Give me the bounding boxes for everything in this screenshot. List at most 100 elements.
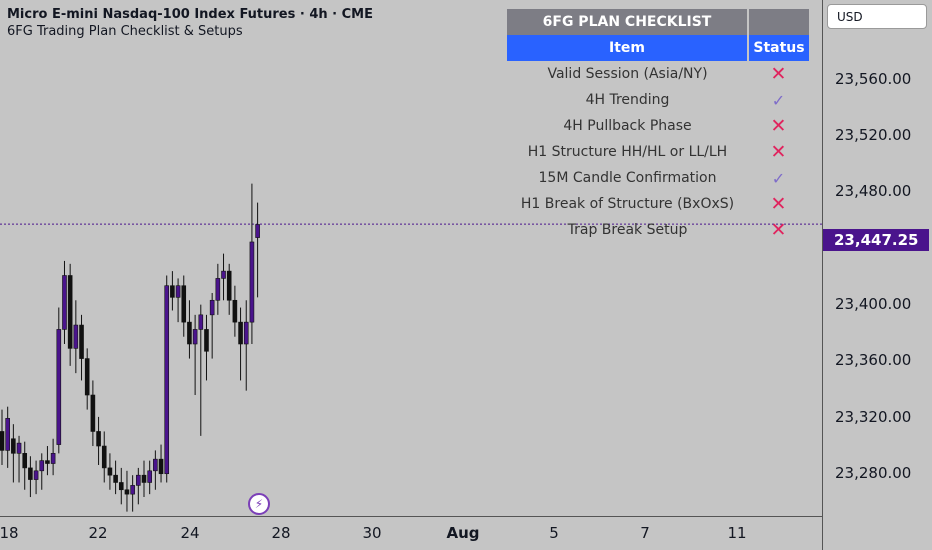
candle-body	[232, 299, 238, 323]
time-tick-label: Aug	[446, 524, 480, 542]
symbol-title[interactable]: Micro E-mini Nasdaq-100 Index Futures · …	[7, 7, 373, 22]
checklist-item: 15M Candle Confirmation	[538, 170, 717, 186]
checklist-row: Trap Break Setup ✕	[507, 217, 809, 243]
checklist-item: 4H Trending	[585, 92, 670, 108]
status-cell: ✕	[748, 139, 809, 165]
price-tick-label: 23,360.00	[835, 351, 912, 369]
checklist-item: H1 Structure HH/HL or LL/LH	[527, 144, 728, 160]
indicator-name[interactable]: 6FG Trading Plan Checklist & Setups	[7, 24, 243, 39]
candle-body	[141, 474, 147, 483]
candle-body	[107, 467, 113, 476]
checklist-item: 4H Pullback Phase	[563, 118, 692, 134]
candle-body	[56, 329, 62, 445]
candle-body	[79, 324, 84, 359]
checkmark-icon: ✓	[771, 90, 786, 110]
candle-body	[192, 329, 198, 345]
cross-icon: ✕	[770, 115, 787, 137]
cross-icon: ✕	[770, 219, 787, 241]
checklist-item: H1 Break of Structure (BxOxS)	[520, 196, 735, 212]
candle-body	[84, 358, 90, 396]
cross-icon: ✕	[770, 193, 787, 215]
checklist-row: 4H Pullback Phase ✕	[507, 113, 809, 139]
candle-body	[16, 442, 22, 454]
cross-icon: ✕	[770, 63, 787, 85]
candle-body	[62, 275, 67, 330]
time-tick-label: 18	[0, 524, 19, 542]
candle-body	[158, 458, 164, 475]
candle-body	[215, 278, 221, 301]
candle-body	[0, 431, 5, 451]
candle-body	[118, 482, 124, 491]
candle-body	[198, 314, 204, 330]
status-cell: ✕	[748, 113, 809, 139]
candle-body	[22, 453, 28, 469]
candle-body	[181, 285, 187, 323]
candle-body	[136, 474, 141, 486]
candle-body	[113, 474, 118, 483]
status-cell: ✓	[748, 87, 809, 113]
status-cell: ✕	[748, 61, 809, 87]
candle-body	[101, 445, 107, 469]
price-tick-label: 23,400.00	[835, 295, 912, 313]
candle-body	[164, 285, 170, 475]
candle-body	[11, 438, 16, 454]
candle-body	[175, 285, 181, 298]
candle-body	[238, 321, 243, 345]
candle-body	[187, 321, 192, 345]
status-cell: ✓	[748, 165, 809, 191]
candle-body	[130, 485, 135, 495]
candle-body	[28, 467, 33, 480]
status-cell: ✕	[748, 191, 809, 217]
checkmark-icon: ✓	[771, 168, 786, 188]
column-header-status: Status	[747, 35, 809, 61]
candle-body	[153, 458, 158, 472]
last-price-badge: 23,447.25	[823, 229, 929, 251]
chart-area[interactable]: Micro E-mini Nasdaq-100 Index Futures · …	[0, 0, 822, 516]
plan-checklist-table: 6FG PLAN CHECKLIST Item Status Valid Ses…	[507, 9, 809, 243]
candle-body	[67, 275, 73, 349]
candle-body	[204, 329, 209, 352]
candle-body	[226, 270, 232, 301]
checklist-item: Trap Break Setup	[567, 222, 688, 238]
checklist-row: H1 Break of Structure (BxOxS) ✕	[507, 191, 809, 217]
candle-body	[90, 394, 96, 432]
price-axis[interactable]	[822, 0, 932, 550]
checklist-row: Valid Session (Asia/NY) ✕	[507, 61, 809, 87]
candle-body	[50, 453, 56, 464]
time-tick-label: 24	[180, 524, 200, 542]
time-axis[interactable]	[0, 516, 822, 550]
checklist-title: 6FG PLAN CHECKLIST	[507, 9, 748, 35]
candle-body	[73, 324, 79, 349]
checklist-row: 15M Candle Confirmation ✓	[507, 165, 809, 191]
time-tick-label: 22	[88, 524, 108, 542]
checklist-row: H1 Structure HH/HL or LL/LH ✕	[507, 139, 809, 165]
price-tick-label: 23,280.00	[835, 464, 912, 482]
candle-body	[209, 299, 215, 316]
currency-selector[interactable]: USD	[827, 4, 927, 29]
candle-body	[33, 470, 39, 480]
candle-body	[147, 470, 152, 483]
time-tick-label: 5	[549, 524, 559, 542]
candle-body	[249, 241, 255, 323]
price-tick-label: 23,480.00	[835, 182, 912, 200]
time-tick-label: 30	[362, 524, 382, 542]
lightning-icon[interactable]: ⚡	[248, 493, 270, 515]
candle-body	[96, 431, 101, 447]
checklist-row: 4H Trending ✓	[507, 87, 809, 113]
candle-body	[221, 270, 226, 279]
time-tick-label: 28	[271, 524, 291, 542]
checklist-item: Valid Session (Asia/NY)	[547, 66, 708, 82]
column-header-item: Item	[507, 35, 748, 61]
candle-body	[124, 489, 130, 495]
time-tick-label: 11	[727, 524, 747, 542]
cross-icon: ✕	[770, 141, 787, 163]
candle-body	[170, 285, 175, 298]
price-tick-label: 23,320.00	[835, 408, 912, 426]
status-cell: ✕	[748, 217, 809, 243]
price-tick-label: 23,520.00	[835, 126, 912, 144]
time-tick-label: 7	[640, 524, 650, 542]
candle-body	[255, 224, 260, 238]
candlestick-chart	[0, 183, 822, 512]
candle-body	[5, 418, 10, 451]
